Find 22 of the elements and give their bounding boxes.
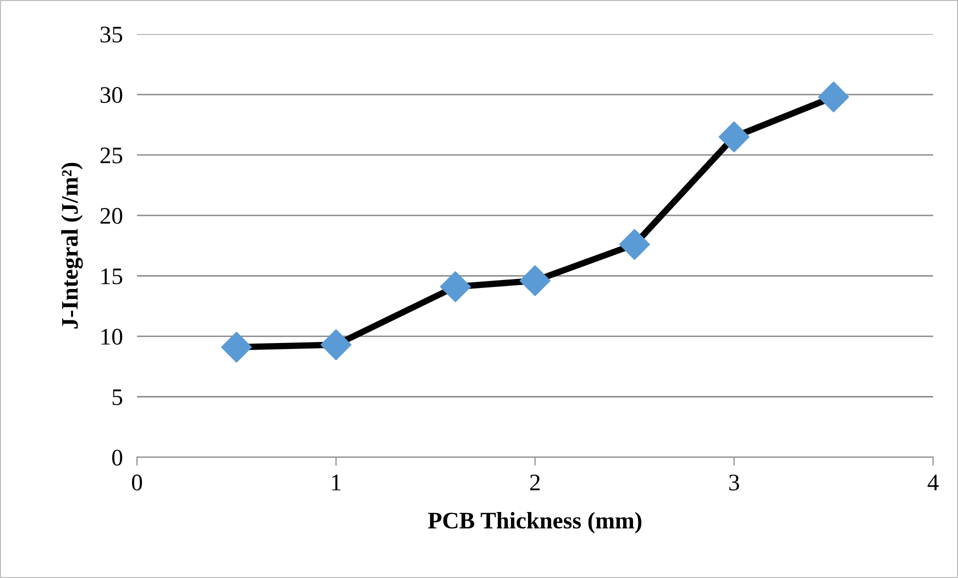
- x-axis-title: PCB Thickness (mm): [428, 512, 642, 534]
- y-tick-label: 20: [100, 208, 122, 224]
- y-axis-title: J-Integral (J/m²): [61, 162, 83, 328]
- point: [818, 82, 850, 112]
- x-tick-label: 3: [729, 474, 740, 490]
- x-tick-label: 0: [132, 474, 142, 490]
- point: [320, 329, 352, 360]
- y-tick-label: 30: [100, 87, 122, 103]
- x-tick-label: 4: [928, 474, 939, 490]
- point: [221, 332, 252, 363]
- x-tick-label: 2: [530, 474, 540, 490]
- point: [440, 271, 471, 302]
- point: [718, 121, 750, 152]
- x-tick-label: 1: [332, 474, 341, 490]
- y-tick-label: 5: [112, 389, 122, 406]
- y-tick-label: 10: [102, 328, 122, 345]
- y-tick-label: 15: [102, 268, 122, 284]
- y-tick-label: 35: [100, 26, 122, 43]
- y-tick-label: 0: [112, 450, 122, 466]
- point: [619, 229, 650, 260]
- y-tick-label: 25: [100, 148, 122, 164]
- point: [520, 265, 550, 296]
